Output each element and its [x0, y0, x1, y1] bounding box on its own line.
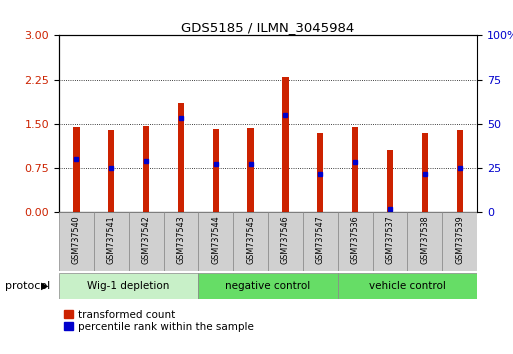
- Bar: [372, 212, 407, 271]
- Bar: [143, 126, 149, 212]
- Text: GSM737541: GSM737541: [107, 215, 116, 264]
- Bar: [129, 212, 164, 271]
- Bar: [352, 127, 358, 212]
- Text: GSM737544: GSM737544: [211, 215, 220, 264]
- Bar: [338, 273, 477, 299]
- Bar: [178, 103, 184, 212]
- Bar: [59, 212, 94, 271]
- Text: negative control: negative control: [225, 281, 311, 291]
- Bar: [422, 133, 428, 212]
- Bar: [213, 129, 219, 212]
- Bar: [407, 212, 442, 271]
- Text: GSM737538: GSM737538: [420, 215, 429, 264]
- Bar: [108, 130, 114, 212]
- Bar: [268, 212, 303, 271]
- Legend: transformed count, percentile rank within the sample: transformed count, percentile rank withi…: [64, 310, 253, 332]
- Bar: [317, 133, 323, 212]
- Bar: [282, 77, 289, 212]
- Bar: [303, 212, 338, 271]
- Text: vehicle control: vehicle control: [369, 281, 446, 291]
- Text: ▶: ▶: [42, 281, 49, 291]
- Bar: [199, 273, 338, 299]
- Text: GSM737545: GSM737545: [246, 215, 255, 264]
- Bar: [199, 212, 233, 271]
- Bar: [233, 212, 268, 271]
- Text: GSM737540: GSM737540: [72, 215, 81, 264]
- Text: GSM737543: GSM737543: [176, 215, 185, 264]
- Title: GDS5185 / ILMN_3045984: GDS5185 / ILMN_3045984: [182, 21, 354, 34]
- Text: GSM737542: GSM737542: [142, 215, 151, 264]
- Text: GSM737536: GSM737536: [351, 215, 360, 264]
- Bar: [59, 273, 199, 299]
- Text: protocol: protocol: [5, 281, 50, 291]
- Text: GSM737537: GSM737537: [385, 215, 394, 264]
- Bar: [94, 212, 129, 271]
- Text: GSM737547: GSM737547: [316, 215, 325, 264]
- Bar: [442, 212, 477, 271]
- Bar: [457, 130, 463, 212]
- Bar: [73, 127, 80, 212]
- Bar: [387, 150, 393, 212]
- Bar: [247, 128, 254, 212]
- Bar: [338, 212, 372, 271]
- Text: Wig-1 depletion: Wig-1 depletion: [88, 281, 170, 291]
- Text: GSM737539: GSM737539: [455, 215, 464, 264]
- Bar: [164, 212, 199, 271]
- Text: GSM737546: GSM737546: [281, 215, 290, 264]
